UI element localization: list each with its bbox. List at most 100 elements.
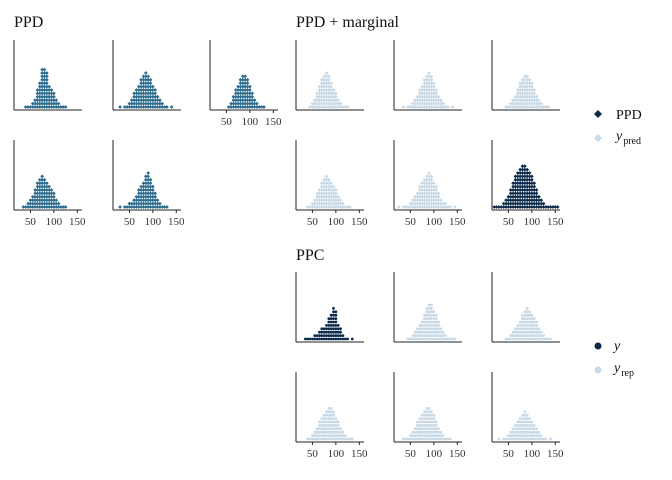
data-point xyxy=(515,194,520,199)
data-point xyxy=(453,205,457,209)
data-point xyxy=(410,105,415,109)
data-point xyxy=(338,205,343,209)
data-point xyxy=(521,417,524,420)
data-point xyxy=(49,105,54,109)
data-point xyxy=(322,188,327,192)
data-point xyxy=(413,330,417,334)
data-point xyxy=(240,101,245,106)
data-point xyxy=(429,188,434,192)
data-point xyxy=(504,437,508,441)
data-point xyxy=(438,101,443,106)
data-point xyxy=(529,101,534,106)
data-point xyxy=(157,98,162,103)
data-point xyxy=(322,101,327,106)
data-point xyxy=(148,194,153,199)
data-point xyxy=(33,201,38,206)
data-point xyxy=(520,101,525,106)
data-point xyxy=(530,334,534,337)
data-point xyxy=(42,194,47,199)
data-point xyxy=(44,181,49,186)
data-point xyxy=(318,337,321,341)
data-point xyxy=(329,420,333,424)
data-point xyxy=(542,437,545,441)
data-point xyxy=(417,98,422,103)
data-point xyxy=(441,434,445,437)
data-point xyxy=(532,198,537,203)
data-point xyxy=(434,201,439,206)
data-point xyxy=(143,98,148,103)
data-point xyxy=(148,181,153,186)
data-point xyxy=(424,98,429,103)
data-point xyxy=(318,430,321,434)
panel-ppc-5: 50 100 150 xyxy=(393,372,466,460)
data-point xyxy=(427,98,432,103)
data-point xyxy=(322,434,326,437)
data-point xyxy=(141,91,146,96)
data-point xyxy=(424,191,429,196)
data-point xyxy=(509,334,513,337)
data-point xyxy=(541,205,546,209)
data-point xyxy=(425,320,429,324)
data-point xyxy=(546,105,551,109)
data-point xyxy=(511,205,516,209)
data-point xyxy=(514,434,517,437)
data-point xyxy=(437,337,440,341)
data-point xyxy=(523,413,527,417)
data-point xyxy=(310,101,315,106)
data-point xyxy=(33,101,38,106)
data-point xyxy=(319,105,324,109)
data-point xyxy=(26,205,30,209)
data-point xyxy=(341,337,345,341)
data-point xyxy=(51,98,56,103)
data-point xyxy=(318,330,321,334)
data-point xyxy=(527,198,532,203)
data-point xyxy=(162,105,167,109)
data-point xyxy=(332,427,335,431)
data-point xyxy=(44,188,49,192)
data-point xyxy=(423,417,426,420)
data-point xyxy=(530,327,534,331)
data-point xyxy=(437,334,440,337)
data-point xyxy=(523,417,527,420)
data-point xyxy=(308,437,312,441)
data-point xyxy=(325,337,328,341)
data-point xyxy=(429,201,434,206)
data-point xyxy=(420,420,424,424)
data-point xyxy=(437,434,440,437)
data-point xyxy=(422,194,427,199)
data-point xyxy=(317,105,322,109)
data-point xyxy=(537,434,541,437)
data-point xyxy=(451,337,455,341)
x-tick-label: 150 xyxy=(547,448,564,460)
data-point xyxy=(240,77,245,82)
data-point xyxy=(322,84,327,89)
data-point xyxy=(427,424,431,427)
data-point xyxy=(529,174,534,179)
data-point xyxy=(434,191,439,196)
legend-diamond-icon-ppd xyxy=(594,110,602,118)
data-point xyxy=(420,427,424,431)
data-point xyxy=(527,171,532,175)
data-point xyxy=(332,417,335,420)
data-point xyxy=(153,98,158,103)
data-point xyxy=(243,84,248,89)
data-point xyxy=(546,205,551,209)
data-point xyxy=(37,94,42,99)
data-point xyxy=(329,81,334,86)
data-point xyxy=(434,420,438,424)
data-point xyxy=(441,337,445,341)
data-point xyxy=(518,184,523,189)
data-point xyxy=(506,194,511,199)
data-point xyxy=(332,310,335,314)
data-point xyxy=(522,77,527,82)
data-point xyxy=(40,184,45,189)
data-point xyxy=(527,205,532,209)
data-point xyxy=(306,337,310,341)
data-point xyxy=(148,88,153,92)
data-point xyxy=(339,437,342,441)
data-point xyxy=(434,337,438,341)
data-point xyxy=(332,434,335,437)
data-point xyxy=(315,434,319,437)
data-point xyxy=(155,105,160,109)
data-point xyxy=(532,324,536,327)
